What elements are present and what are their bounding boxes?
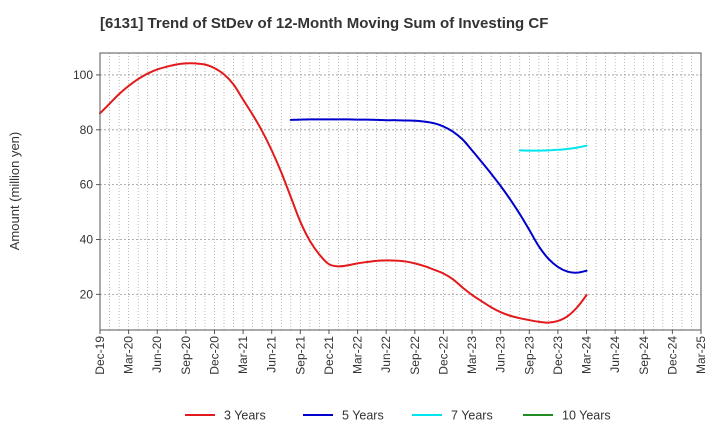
x-tick-label: Sep-20 — [179, 336, 193, 375]
y-tick-label: 60 — [80, 178, 94, 192]
x-tick-label: Dec-21 — [322, 336, 336, 375]
legend-label-10-years: 10 Years — [562, 409, 611, 423]
x-tick-label: Jun-20 — [150, 336, 164, 373]
x-tick-label: Sep-24 — [637, 336, 651, 375]
x-tick-label: Mar-22 — [351, 336, 365, 374]
legend-label-7-years: 7 Years — [451, 409, 493, 423]
series-layer — [99, 62, 588, 324]
x-tick-label: Mar-25 — [694, 336, 708, 374]
chart-title: [6131] Trend of StDev of 12-Month Moving… — [100, 15, 548, 32]
plot-area — [100, 53, 701, 330]
x-tick-label: Mar-24 — [580, 336, 594, 374]
x-tick-label: Mar-20 — [122, 336, 136, 374]
series-line-5-years — [289, 118, 588, 274]
y-tick-label: 40 — [80, 233, 94, 247]
y-tick-label: 80 — [80, 123, 94, 137]
y-axis-label: Amount (million yen) — [7, 132, 22, 251]
series-line-7-years — [518, 144, 588, 152]
x-tick-label: Dec-19 — [93, 336, 107, 375]
y-tick-label: 100 — [73, 68, 93, 82]
x-tick-label: Sep-22 — [408, 336, 422, 375]
x-axis-ticks: Dec-19 Mar-20 Jun-20 Sep-20 Dec-20 Mar-21 Jun-… — [93, 330, 708, 375]
x-tick-label: Sep-23 — [522, 336, 536, 375]
x-tick-label: Mar-21 — [236, 336, 250, 374]
x-tick-label: Jun-21 — [265, 336, 279, 373]
x-tick-label: Dec-24 — [665, 336, 679, 375]
legend-label-3-years: 3 Years — [224, 409, 266, 423]
legend: 3 Years 5 Years 7 Years 10 Years — [185, 409, 611, 423]
y-tick-label: 20 — [80, 287, 94, 301]
grid — [100, 53, 701, 330]
plot-border — [99, 52, 702, 331]
x-tick-label: Jun-24 — [608, 336, 622, 373]
x-tick-label: Mar-23 — [465, 336, 479, 374]
x-tick-label: Dec-20 — [207, 336, 221, 375]
x-tick-label: Jun-23 — [494, 336, 508, 373]
x-tick-label: Dec-23 — [551, 336, 565, 375]
series-line-3-years — [99, 62, 588, 324]
x-tick-label: Dec-22 — [436, 336, 450, 375]
x-tick-label: Jun-22 — [379, 336, 393, 373]
x-tick-label: Sep-21 — [293, 336, 307, 375]
legend-label-5-years: 5 Years — [342, 409, 384, 423]
y-axis-ticks: 20 40 60 80 100 — [73, 68, 100, 301]
